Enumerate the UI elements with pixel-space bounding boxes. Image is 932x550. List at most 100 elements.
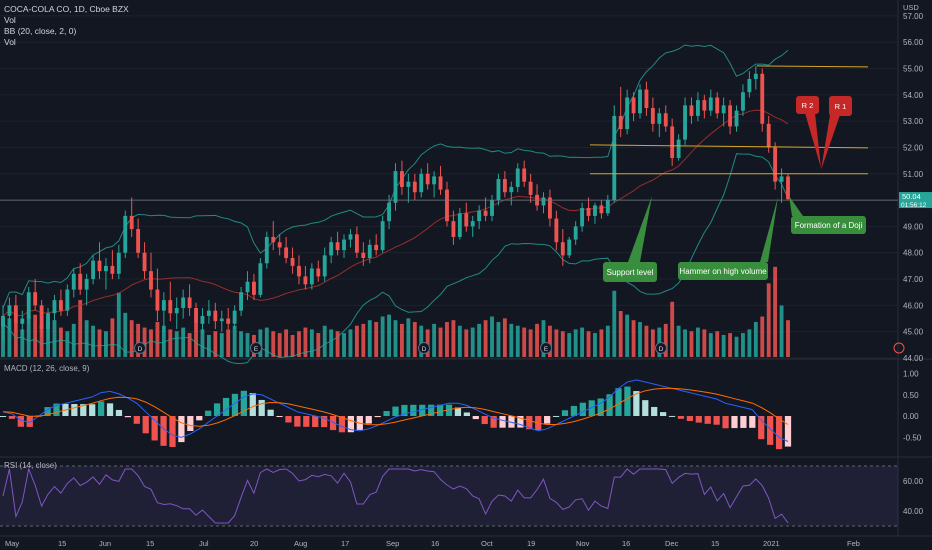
macd-label[interactable]: MACD (12, 26, close, 9) [4, 364, 90, 373]
candle-body [161, 300, 166, 311]
candle-body [39, 305, 44, 330]
volume-bar [522, 327, 527, 357]
volume-bar [335, 331, 340, 357]
volume-bar [644, 325, 649, 357]
candle-body [226, 318, 231, 324]
candle-body [734, 110, 739, 127]
volume-bar [97, 329, 102, 357]
volume-bar [734, 336, 739, 357]
price-tick: 51.00 [903, 170, 924, 179]
candle-body [580, 208, 585, 227]
candle-body [438, 176, 443, 190]
candle-body [419, 173, 424, 193]
candle-body [187, 297, 192, 308]
candle-body [129, 215, 134, 230]
candle-body [142, 252, 147, 272]
candle-body [71, 273, 76, 290]
macd-histogram-bar [767, 416, 774, 445]
volume-bar [425, 329, 430, 357]
volume-bar [400, 323, 404, 357]
volume-bar [258, 329, 263, 357]
macd-histogram-bar [686, 416, 693, 421]
volume-bar [290, 334, 295, 357]
countdown-value: 01:56:12 [901, 202, 927, 209]
macd-histogram-bar [71, 403, 78, 416]
candle-body [612, 115, 617, 201]
price-tick: 46.00 [903, 301, 924, 310]
volume-bar [181, 327, 186, 357]
event-marker [418, 342, 430, 354]
doji-annotation-box [791, 216, 866, 234]
volume-bar [7, 318, 12, 357]
volume-bar [116, 292, 121, 357]
candle-body [760, 73, 765, 124]
macd-histogram-bar [115, 409, 123, 416]
candle-body [367, 244, 372, 258]
candle-body [393, 171, 398, 203]
macd-histogram-bar [160, 416, 167, 446]
candle-body [65, 289, 70, 311]
time-tick: 15 [711, 539, 719, 548]
macd-histogram-bar [561, 410, 569, 416]
volume-bar [625, 314, 630, 357]
candle-body [695, 100, 700, 116]
rsi-label[interactable]: RSI (14, close) [4, 461, 57, 470]
candle-body [670, 126, 675, 158]
volume-bar [361, 323, 366, 357]
rsi-band [0, 466, 898, 526]
candle-body [264, 236, 269, 264]
candle-body [702, 100, 707, 111]
volume-bar [226, 329, 231, 357]
volume-bar [631, 320, 636, 357]
macd-histogram-bar [312, 416, 319, 427]
macd-histogram-bar [677, 416, 685, 419]
volume-bar [663, 323, 668, 357]
time-tick: 16 [622, 539, 630, 548]
macd-histogram-bar [213, 403, 221, 416]
candle-body [277, 242, 282, 248]
event-marker [540, 342, 552, 354]
macd-histogram-bar [240, 390, 247, 416]
symbol-title[interactable]: COCA-COLA CO, 1D, Cboe BZX [4, 4, 129, 14]
volume-bar [412, 322, 417, 357]
bb-label[interactable]: BB (20, close, 2, 0) [4, 26, 77, 36]
macd-histogram-bar [53, 403, 60, 416]
event-marker-text: E [254, 346, 259, 353]
r2-box [796, 96, 819, 114]
last-price-value: 50.04 [902, 192, 921, 201]
volume-bar [284, 329, 289, 357]
candle-body [245, 281, 250, 293]
last-price-box [899, 192, 932, 209]
event-marker [134, 342, 146, 354]
candle-body [239, 292, 244, 311]
candle-body [387, 202, 391, 222]
candle-body [200, 315, 205, 324]
macd-histogram-bar [124, 416, 132, 418]
candle-body [58, 300, 63, 311]
volume-bar [689, 331, 694, 357]
candle-body [181, 297, 186, 308]
candle-body [46, 313, 50, 330]
macd-histogram-bar [401, 404, 408, 416]
macd-histogram-bar [740, 416, 747, 428]
volume-bar [515, 325, 520, 357]
time-tick: Jul [199, 539, 209, 548]
volume-bar [702, 329, 707, 357]
volume-bar [232, 325, 237, 357]
candle-body [741, 92, 745, 111]
volume-bar [445, 322, 449, 357]
r1-box [829, 96, 852, 116]
time-tick: 15 [58, 539, 66, 548]
time-tick: 17 [341, 539, 349, 548]
volume-bar [715, 331, 720, 357]
candle-body [663, 113, 668, 127]
volume-bar [71, 323, 76, 357]
candle-body [593, 205, 597, 216]
time-tick: May [5, 539, 19, 548]
time-tick: Aug [294, 539, 307, 548]
volume-bar [329, 329, 334, 357]
resistance-line [589, 144, 869, 149]
signal-line [2, 387, 789, 427]
volume-bar [547, 325, 552, 357]
